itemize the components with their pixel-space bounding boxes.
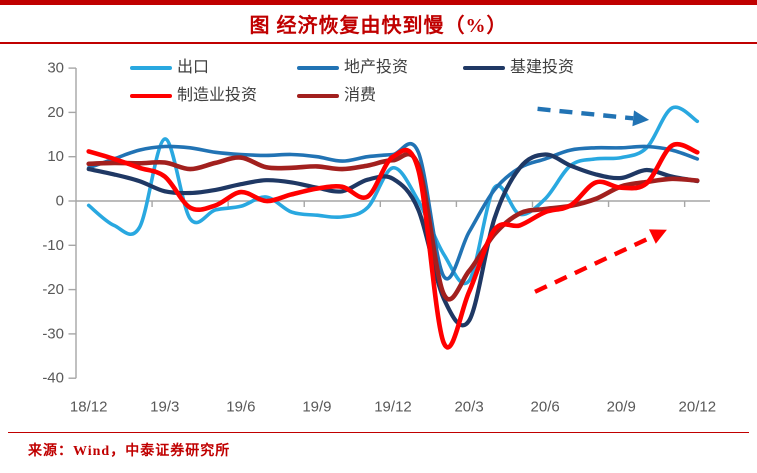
legend-swatch bbox=[297, 66, 339, 70]
series-line-基建投资 bbox=[86, 152, 700, 328]
x-tick-label: 20/9 bbox=[607, 399, 636, 416]
legend-swatch bbox=[130, 94, 172, 98]
source-note: 来源：Wind，中泰证券研究所 bbox=[28, 444, 231, 459]
y-tick-label: 10 bbox=[47, 148, 64, 165]
y-tick-label: 0 bbox=[56, 193, 64, 210]
x-tick-label: 19/3 bbox=[150, 399, 179, 416]
y-tick-label: -10 bbox=[42, 237, 64, 254]
legend-label: 出口 bbox=[177, 59, 210, 76]
legend-item-制造业投资: 制造业投资 bbox=[130, 85, 257, 107]
top-accent-bar bbox=[0, 0, 757, 5]
x-tick-label: 20/3 bbox=[454, 399, 483, 416]
y-tick-label: -20 bbox=[42, 281, 64, 298]
legend-item-基建投资: 基建投资 bbox=[463, 57, 574, 79]
x-tick-label: 20/6 bbox=[531, 399, 560, 416]
series-line-制造业投资 bbox=[86, 142, 700, 350]
title-divider bbox=[0, 42, 757, 44]
footer-divider bbox=[8, 432, 749, 433]
legend-label: 地产投资 bbox=[344, 59, 409, 76]
recovery-rising-arrow bbox=[534, 234, 654, 294]
legend-swatch bbox=[130, 66, 172, 70]
legend-label: 基建投资 bbox=[510, 59, 575, 76]
legend-swatch bbox=[463, 66, 505, 70]
y-tick-label: 30 bbox=[47, 60, 64, 77]
legend-item-消费: 消费 bbox=[297, 85, 376, 107]
x-tick-label: 19/9 bbox=[302, 399, 331, 416]
x-tick-label: 20/12 bbox=[679, 399, 717, 416]
x-tick-label: 19/12 bbox=[374, 399, 412, 416]
legend-label: 消费 bbox=[344, 87, 377, 104]
chart-title: 图 经济恢复由快到慢（%） bbox=[249, 15, 508, 37]
recovery-plateau-arrow bbox=[537, 106, 634, 121]
legend-item-地产投资: 地产投资 bbox=[297, 57, 408, 79]
legend: 出口 地产投资 基建投资制造业投资 消费 bbox=[0, 57, 757, 115]
y-tick-label: -30 bbox=[42, 325, 64, 342]
legend-swatch bbox=[297, 94, 339, 98]
recovery-plateau-arrow-head bbox=[632, 110, 650, 127]
x-tick-label: 18/12 bbox=[70, 399, 108, 416]
y-tick-label: 20 bbox=[47, 104, 64, 121]
y-tick-label: -40 bbox=[42, 370, 64, 387]
series-line-消费 bbox=[86, 151, 700, 302]
x-tick-label: 19/6 bbox=[226, 399, 255, 416]
legend-label: 制造业投资 bbox=[177, 87, 258, 104]
legend-item-出口: 出口 bbox=[130, 57, 209, 79]
recovery-rising-arrow-head bbox=[649, 229, 667, 244]
